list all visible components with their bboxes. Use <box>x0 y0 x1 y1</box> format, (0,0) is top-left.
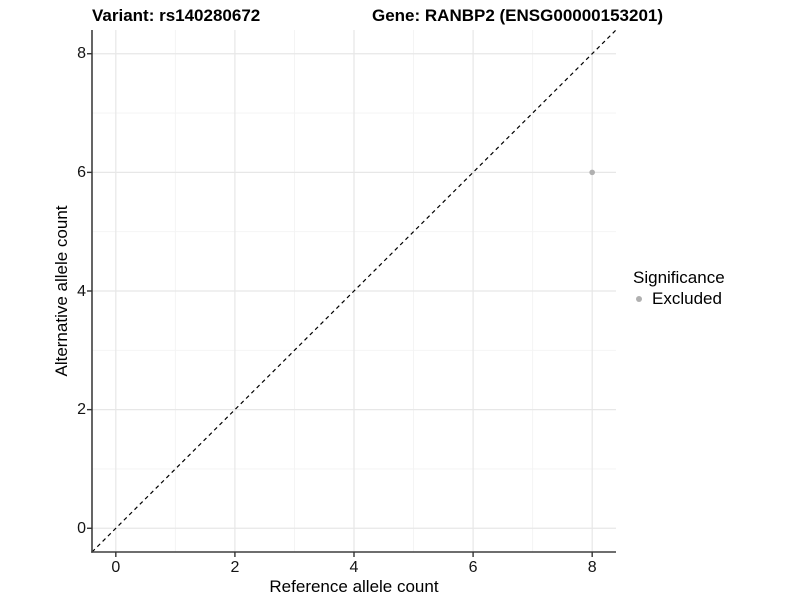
x-tick-label-4: 4 <box>349 559 359 576</box>
y-tick-label-0: 0 <box>77 519 86 537</box>
identity-line <box>91 29 617 553</box>
x-axis-title: Reference allele count <box>269 577 439 596</box>
data-point <box>589 169 595 176</box>
legend-title: Significance <box>633 268 725 287</box>
x-tick-label-2: 2 <box>230 559 240 576</box>
y-tick-label-2: 2 <box>77 401 86 419</box>
x-tick-label-8: 8 <box>587 559 597 576</box>
legend-point-icon <box>636 296 642 302</box>
x-tick-label-0: 0 <box>111 559 121 576</box>
legend-item-label: Excluded <box>652 289 722 308</box>
legend-item-excluded: Excluded <box>631 290 725 308</box>
y-tick-label-6: 6 <box>77 163 86 181</box>
legend: Significance Excluded <box>631 268 725 308</box>
y-tick-label-8: 8 <box>77 45 86 63</box>
x-tick-label-6: 6 <box>468 559 478 576</box>
y-tick-label-4: 4 <box>77 282 86 300</box>
plot-title-variant: Variant: rs140280672 <box>92 6 261 25</box>
plot-title-gene: Gene: RANBP2 (ENSG00000153201) <box>372 6 664 25</box>
